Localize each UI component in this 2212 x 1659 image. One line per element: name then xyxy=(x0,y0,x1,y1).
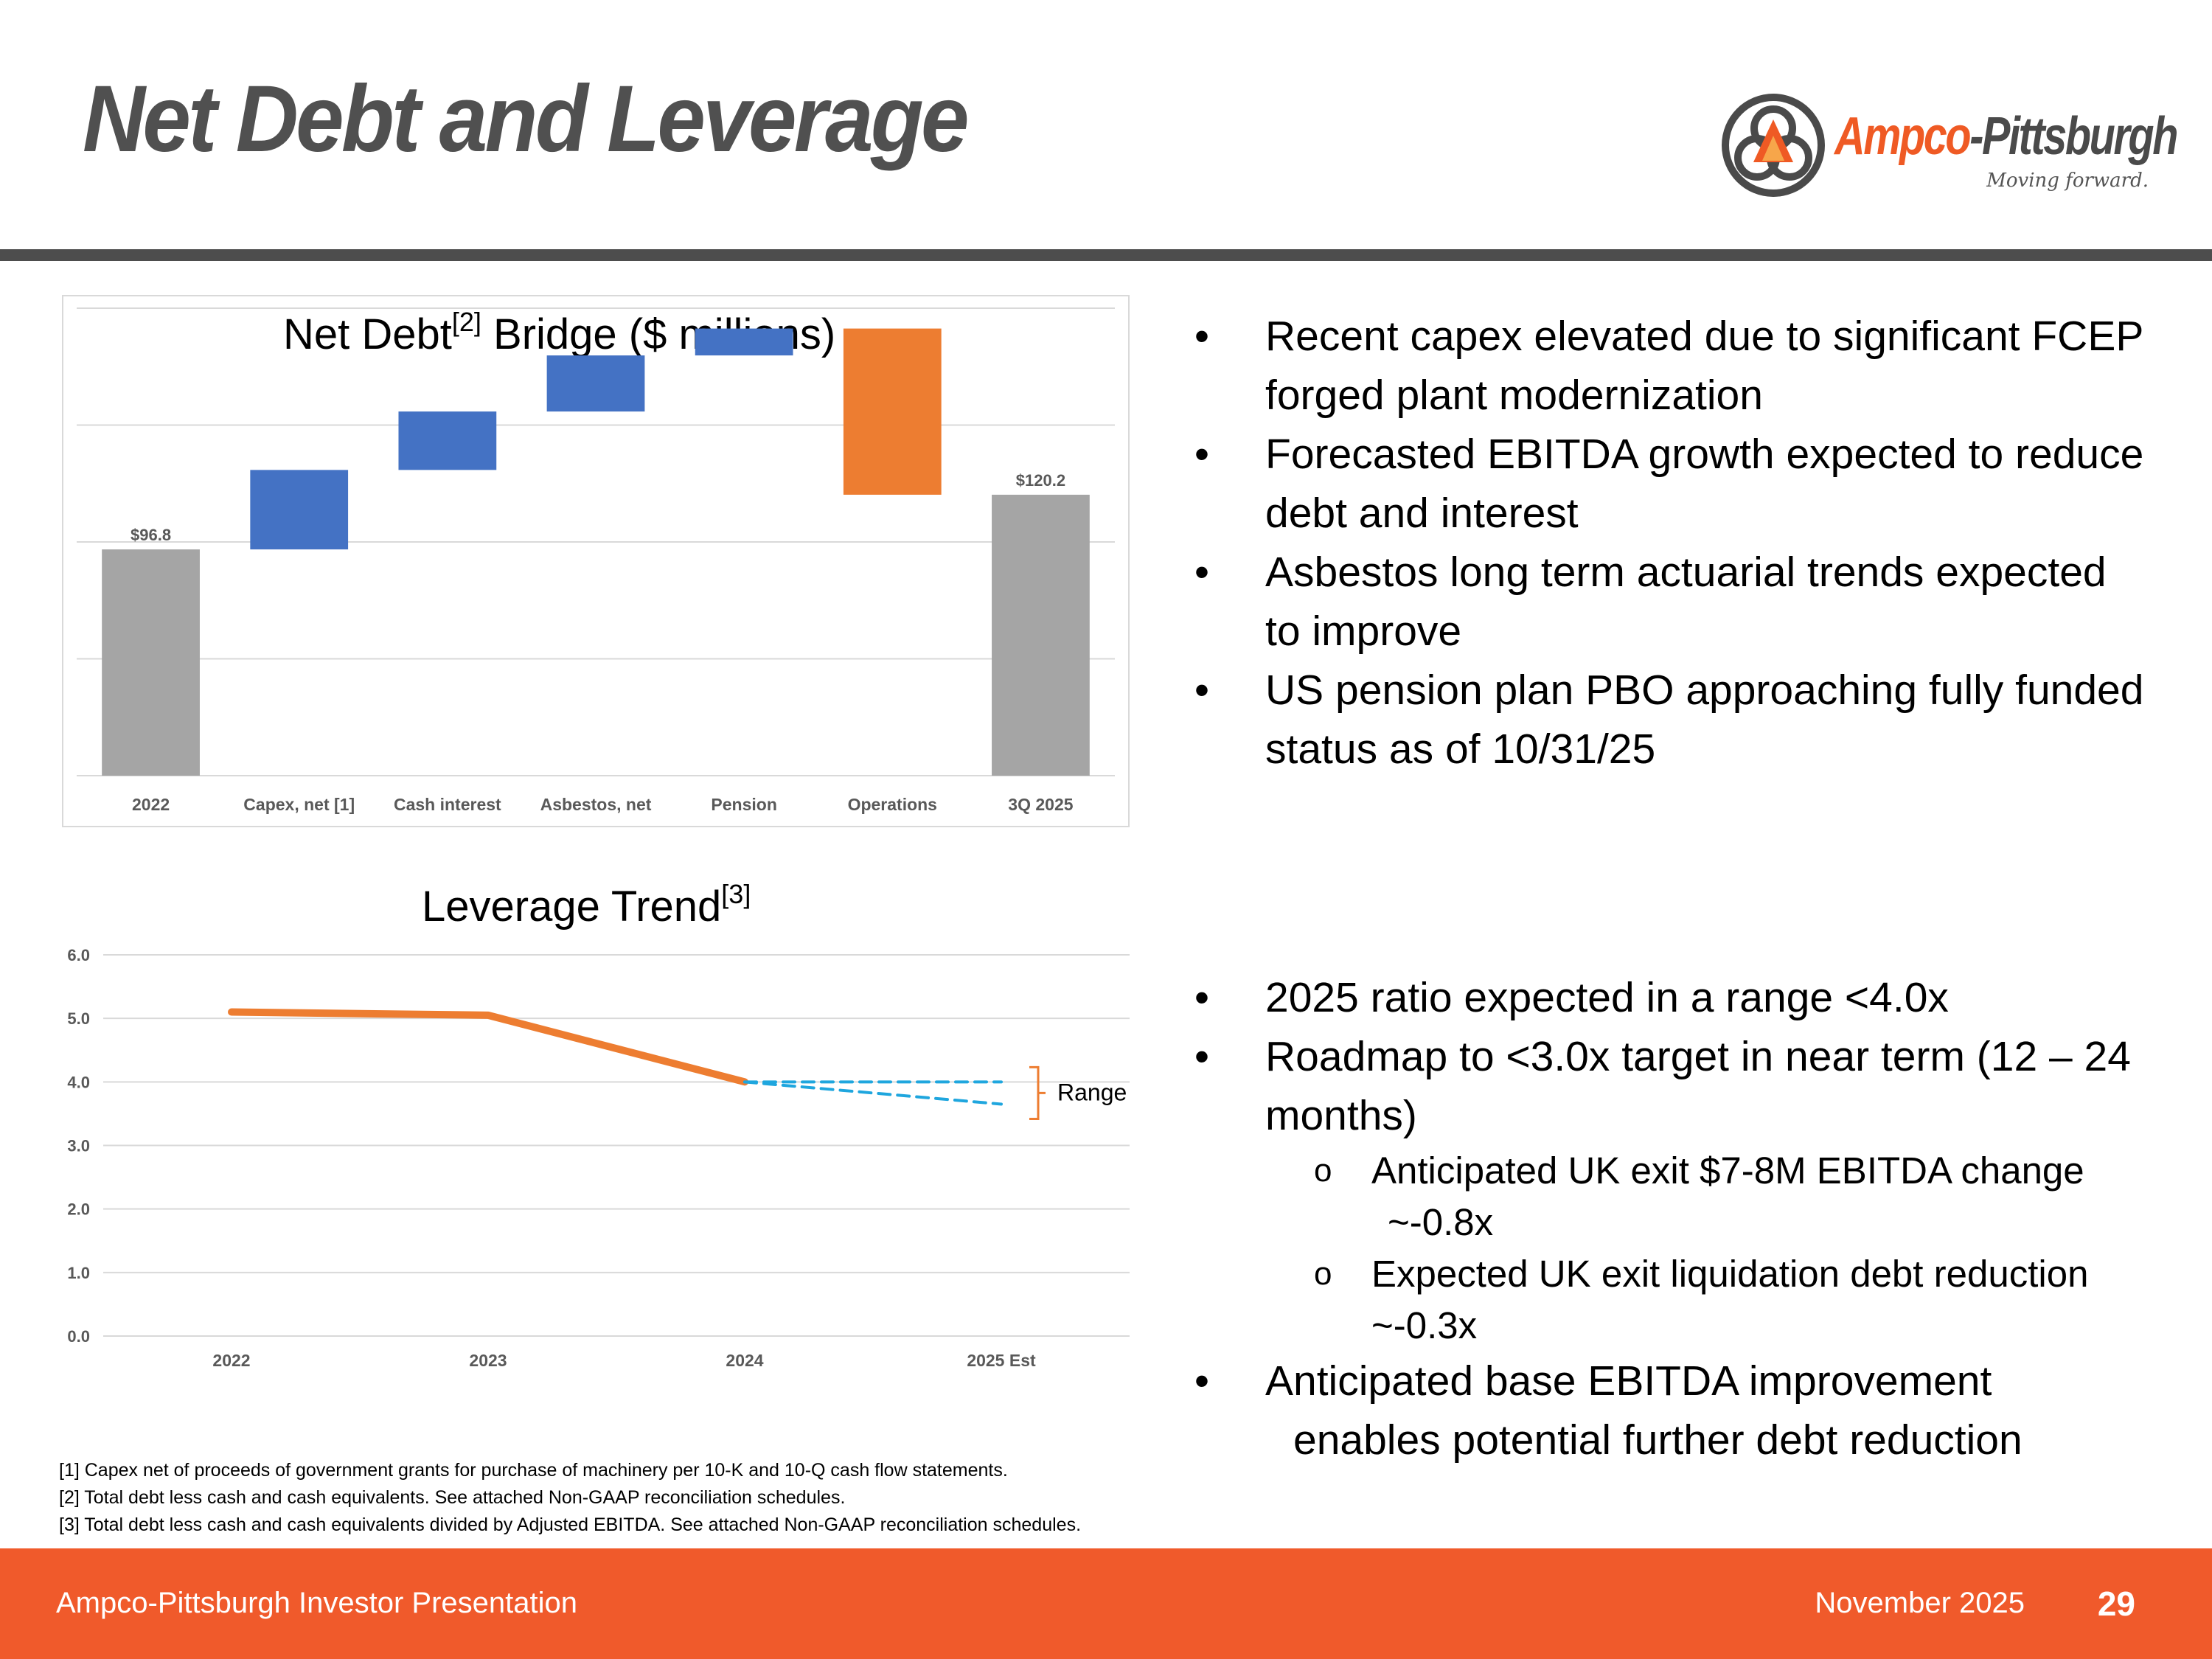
y-tick-label: 3.0 xyxy=(67,1137,90,1155)
range-bracket xyxy=(1029,1065,1046,1120)
logo-wordmark: Ampco-Pittsburgh xyxy=(1834,107,2178,166)
bullet-item: 2025 ratio expected in a range <4.0x xyxy=(1194,968,2146,1027)
page-number: 29 xyxy=(2097,1585,2135,1623)
net-debt-bridge-title: Net Debt[2] Bridge ($ millions) xyxy=(283,307,836,358)
range-series-line xyxy=(743,1080,1003,1106)
bullet-item: Recent capex elevated due to significant… xyxy=(1194,307,2146,425)
x-tick-label: 2023 xyxy=(469,1351,507,1370)
footer-bar: Ampco-Pittsburgh Investor Presentation N… xyxy=(0,1548,2212,1659)
y-tick-label: 1.0 xyxy=(67,1264,90,1282)
logo-tagline: Moving forward. xyxy=(1986,170,2149,192)
footnotes: [1] Capex net of proceeds of government … xyxy=(59,1457,1081,1539)
leverage-trend-title: Leverage Trend[3] xyxy=(422,879,751,931)
bullet-item: Asbestos long term actuarial trends expe… xyxy=(1194,543,2146,661)
company-logo: Ampco-Pittsburgh Moving forward. xyxy=(1711,81,2178,206)
sub-bullet-marker: o xyxy=(1314,1256,1332,1292)
y-tick-label: 5.0 xyxy=(67,1009,90,1028)
sub-bullet-line: Expected UK exit liquidation debt reduct… xyxy=(1371,1253,2089,1295)
range-annotation-label: Range xyxy=(1057,1079,1127,1105)
bullet-line: enables potential further debt reduction xyxy=(1293,1416,2023,1464)
bullets-top: Recent capex elevated due to significant… xyxy=(1194,307,2146,779)
bullets-bottom: 2025 ratio expected in a range <4.0x Roa… xyxy=(1194,968,2146,1470)
footnote: [2] Total debt less cash and cash equiva… xyxy=(59,1487,846,1508)
header-divider xyxy=(0,249,2212,261)
bullet-line: Anticipated base EBITDA improvement xyxy=(1265,1357,1992,1405)
sub-bullet-marker: o xyxy=(1314,1152,1332,1189)
x-tick-label: 2024 xyxy=(726,1351,763,1370)
footer-date: November 2025 xyxy=(1815,1587,2025,1619)
footnote: [3] Total debt less cash and cash equiva… xyxy=(59,1514,1082,1535)
sub-bullet-line: ~-0.3x xyxy=(1371,1304,1478,1346)
footer-presentation-name: Ampco-Pittsburgh Investor Presentation xyxy=(56,1587,578,1619)
net-debt-bridge-chart-frame xyxy=(62,295,1130,827)
y-tick-label: 4.0 xyxy=(67,1073,90,1091)
leverage-series-line xyxy=(228,1008,748,1086)
x-tick-label: 2025 Est xyxy=(967,1351,1036,1370)
x-tick-label: 2022 xyxy=(212,1351,250,1370)
logo-mark-icon xyxy=(1722,94,1825,197)
sub-bullet-line: Anticipated UK exit $7-8M EBITDA change xyxy=(1371,1150,2084,1192)
page-title: Net Debt and Leverage xyxy=(83,66,969,172)
sub-bullet-line: ~-0.8x xyxy=(1388,1201,1494,1243)
bullet-item: Roadmap to <3.0x target in near term (12… xyxy=(1194,1027,2146,1145)
footnote: [1] Capex net of proceeds of government … xyxy=(59,1460,1008,1481)
bullet-item: US pension plan PBO approaching fully fu… xyxy=(1194,661,2146,779)
y-tick-label: 2.0 xyxy=(67,1200,90,1219)
bullet-item: Forecasted EBITDA growth expected to red… xyxy=(1194,425,2146,543)
bullet-item: Anticipated base EBITDA improvement enab… xyxy=(1194,1352,2146,1470)
y-tick-label: 0.0 xyxy=(67,1327,90,1346)
y-tick-label: 6.0 xyxy=(67,946,90,964)
sub-bullet-item: o Anticipated UK exit $7-8M EBITDA chang… xyxy=(1194,1145,2146,1248)
sub-bullet-item: o Expected UK exit liquidation debt redu… xyxy=(1194,1248,2146,1352)
